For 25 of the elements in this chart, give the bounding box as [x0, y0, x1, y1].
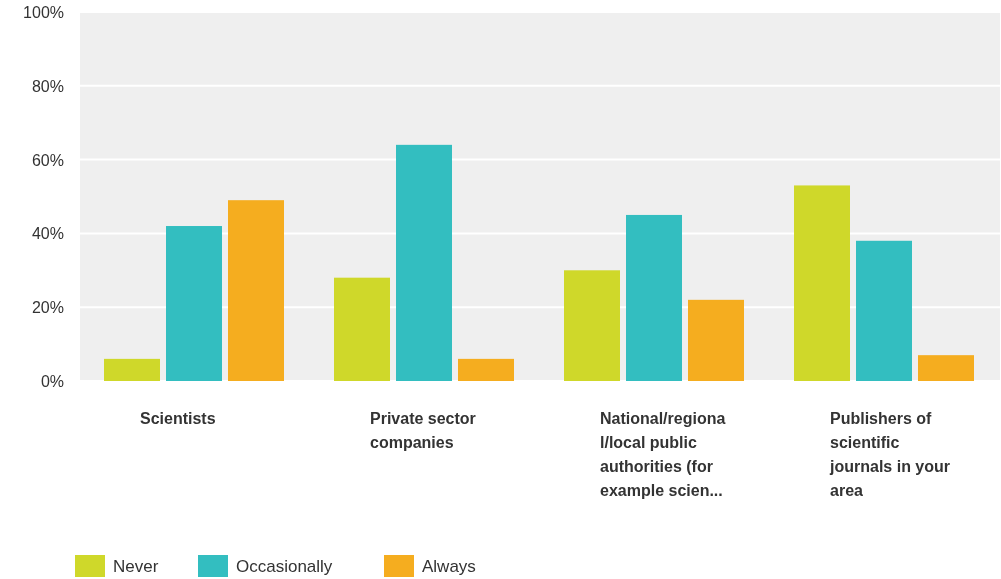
y-tick-label: 40% — [31, 225, 64, 243]
y-tick-label: 100% — [23, 4, 64, 21]
bar — [626, 214, 682, 381]
x-tick-label: Publishers of scientific journals in your area — [829, 410, 951, 499]
legend-label: Never — [113, 557, 159, 576]
x-tick-label: National/regional/local public authorities (for example scien... — [600, 410, 726, 499]
bar — [396, 144, 452, 381]
bar — [856, 240, 912, 381]
bar — [228, 200, 284, 381]
bar — [458, 358, 514, 381]
bar — [918, 355, 974, 381]
x-tick-label: Private sector companies — [370, 410, 476, 451]
bar — [688, 299, 744, 381]
y-tick-label: 0% — [40, 373, 64, 390]
legend-label: Always — [422, 557, 476, 576]
bar — [104, 358, 160, 381]
x-tick-label: Scientists — [140, 410, 216, 427]
y-tick-label: 80% — [31, 77, 64, 95]
bar — [564, 270, 620, 381]
bar — [166, 226, 222, 381]
bar — [794, 185, 850, 381]
y-tick-label: 60% — [31, 151, 64, 169]
bar — [334, 277, 390, 381]
y-tick-label: 20% — [31, 299, 64, 317]
legend-label: Occasionally — [236, 557, 333, 576]
